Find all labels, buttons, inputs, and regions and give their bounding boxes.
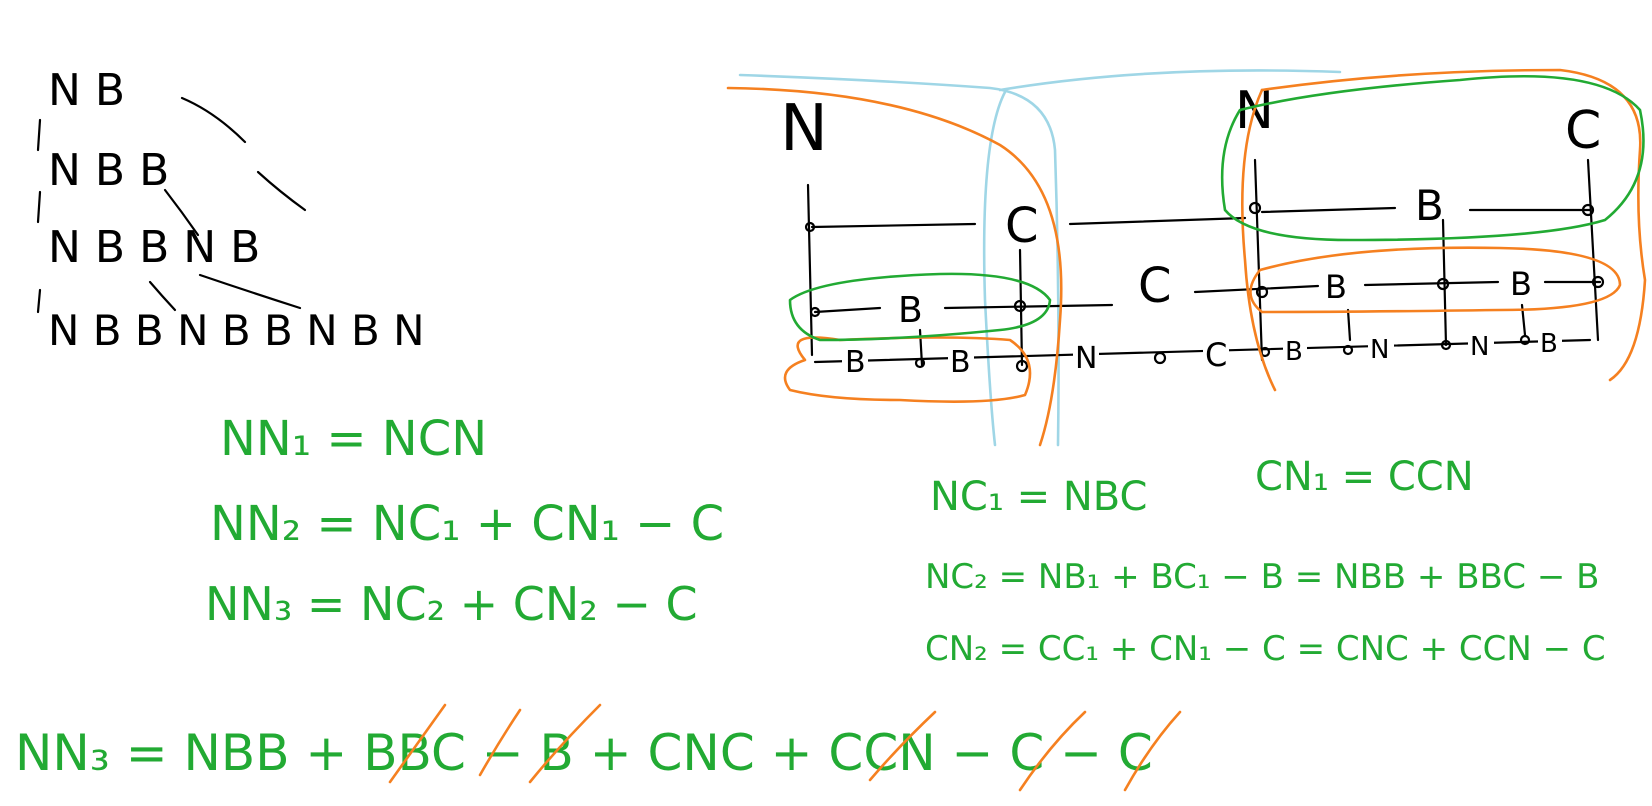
junction-node <box>1153 351 1167 365</box>
tree-branch <box>36 190 42 224</box>
wire <box>943 303 1114 310</box>
equation-nc2: NC₂ = NB₁ + BC₁ − B = NBB + BBC − B <box>925 557 1599 597</box>
tree-branch <box>163 188 200 237</box>
diagram-row1-label: B <box>898 290 923 331</box>
circuit-diagram: N N C C B C B B B B B N <box>726 68 1647 447</box>
wire <box>813 338 1592 364</box>
label-bg <box>1073 342 1099 372</box>
junction-node <box>1591 275 1605 289</box>
tree-row-1: N B <box>48 65 125 116</box>
junction-node <box>804 221 816 233</box>
blue-divider <box>982 90 1007 447</box>
cross-out-stroke <box>478 708 522 777</box>
wire <box>1068 216 1247 226</box>
cross-out-stroke <box>528 703 602 784</box>
wire <box>1363 280 1500 287</box>
diagram-mid-label: C <box>1138 258 1172 314</box>
wire <box>813 306 882 314</box>
junction-node <box>1248 201 1262 215</box>
diagram-top-label: C <box>1565 101 1601 161</box>
tree-branch <box>36 288 42 314</box>
label-bg <box>948 345 974 375</box>
diagram-row2-label: N <box>1370 335 1389 365</box>
label-bg <box>1283 335 1307 363</box>
junction-node <box>1255 285 1269 299</box>
junction-node <box>1436 277 1450 291</box>
cross-out-stroke <box>1123 710 1182 792</box>
cross-out-stroke <box>1018 710 1087 792</box>
orange-outline <box>726 86 1063 447</box>
blue-divider <box>738 73 1060 447</box>
equation-nn1: NN₁ = NCN <box>220 411 487 467</box>
tree-branch <box>198 273 302 310</box>
diagram-mid-label: C <box>1005 198 1039 254</box>
tree-branch <box>180 96 247 144</box>
wire <box>1586 158 1600 342</box>
wire <box>1193 284 1320 294</box>
green-outline <box>788 272 1052 342</box>
diagram-mid-label: B <box>1415 181 1444 230</box>
diagram-top-label: N <box>780 92 828 166</box>
equation-cn1: CN₁ = CCN <box>1255 454 1474 500</box>
tree-row-3: N B B N B <box>48 222 260 273</box>
cross-out-stroke <box>388 703 447 784</box>
tree-row-2: N B B <box>48 145 169 196</box>
blue-divider <box>998 69 1342 92</box>
wire <box>1346 308 1352 342</box>
equation-final: NN₃ = NBB + BBC − B + CNC + CCN − C − C <box>15 724 1153 782</box>
junction-node <box>1013 299 1027 313</box>
green-outline <box>1220 75 1645 242</box>
equations: NN₁ = NCN NN₂ = NC₁ + CN₁ − C NN₃ = NC₂ … <box>15 411 1606 792</box>
orange-outline <box>783 336 1032 403</box>
tree-branch <box>36 118 42 152</box>
junction-node <box>1440 339 1452 351</box>
junction-node <box>914 357 926 369</box>
junction-node <box>1342 344 1354 356</box>
diagram-row1-label: B <box>1510 265 1532 303</box>
orange-outline <box>1241 88 1277 392</box>
equation-nc1: NC₁ = NBC <box>930 474 1147 520</box>
label-bg <box>1538 328 1562 356</box>
tree-branch <box>148 280 177 312</box>
wire <box>1253 158 1264 362</box>
diagram-row2-label: B <box>1285 337 1303 367</box>
diagram-row2-label: N <box>1075 341 1097 376</box>
letter-tree: N B N B B N B B N B N B B N B B N B N <box>36 65 425 355</box>
wire <box>810 222 977 229</box>
diagram-row2-label: N <box>1470 332 1489 362</box>
diagram-row2-label: B <box>1540 329 1558 359</box>
equation-cn2: CN₂ = CC₁ + CN₁ − C = CNC + CCN − C <box>925 629 1606 669</box>
diagram-row2-label: C <box>1205 336 1227 374</box>
wire <box>1260 206 1397 214</box>
junction-node <box>1519 334 1531 346</box>
junction-node <box>1015 359 1029 373</box>
diagram-row2-label: B <box>845 345 866 380</box>
tree-row-4: N B B N B B N B N <box>48 306 425 355</box>
junction-node <box>809 306 821 318</box>
equation-nn2: NN₂ = NC₁ + CN₁ − C <box>210 496 724 552</box>
diagram-row2-label: B <box>950 345 971 380</box>
junction-node <box>1581 203 1595 217</box>
label-bg <box>1368 333 1394 361</box>
orange-outline <box>1260 68 1647 382</box>
label-bg <box>1203 338 1229 370</box>
label-bg <box>1468 330 1494 358</box>
label-bg <box>842 345 868 375</box>
wire <box>806 183 814 357</box>
orange-outline <box>1249 246 1622 314</box>
equation-nn3: NN₃ = NC₂ + CN₂ − C <box>205 577 698 631</box>
tree-branch <box>256 170 307 212</box>
cross-out-stroke <box>868 710 937 782</box>
diagram-row1-label: B <box>1325 268 1347 306</box>
